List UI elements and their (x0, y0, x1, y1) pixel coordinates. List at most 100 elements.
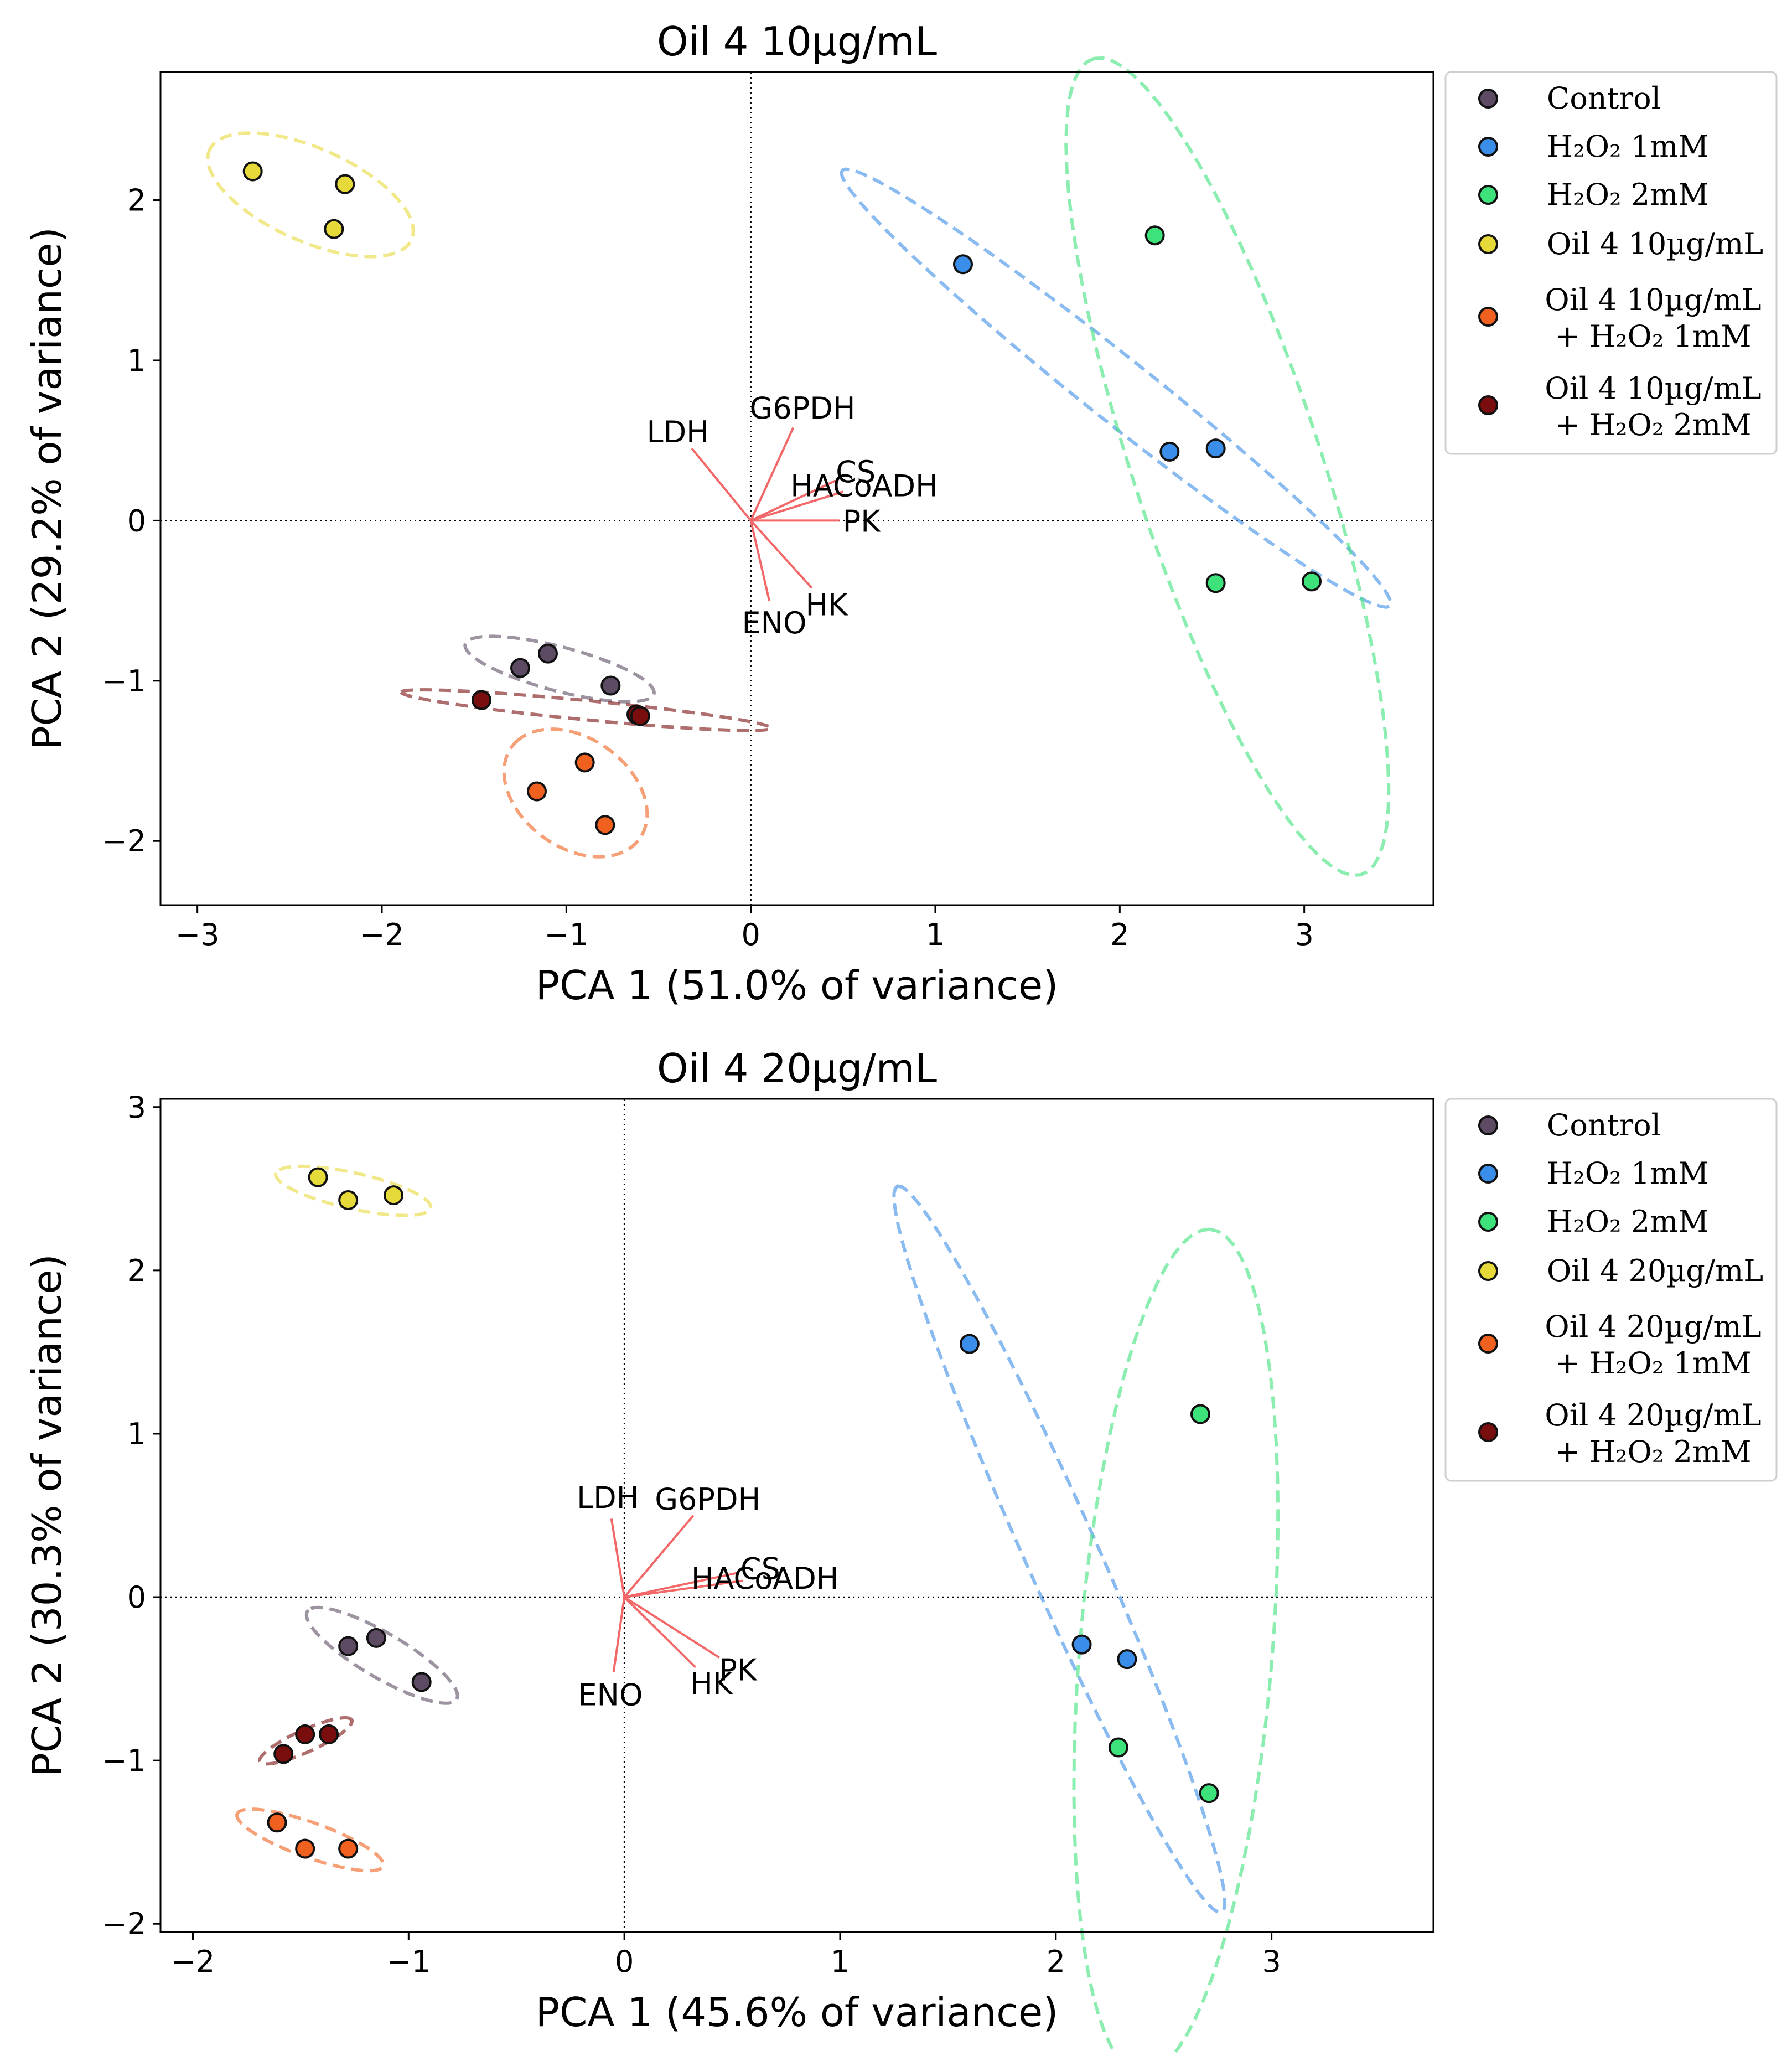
data-point-4-2 (338, 1838, 359, 1859)
x-tick-label: −1 (387, 1944, 431, 1979)
loading-label-cs: CS (836, 454, 876, 489)
legend-label-4-line2: + H₂O₂ 1mM (1555, 319, 1751, 354)
legend-label-4: Oil 4 20µg/mL (1545, 1309, 1761, 1344)
loading-label-eno: ENO (578, 1677, 643, 1712)
data-point-3-2 (324, 219, 344, 239)
data-point-2-1 (1108, 1737, 1128, 1758)
pca-chart-oil4-10: Oil 4 10µg/mL LDH G6PDH CS HACoADH PK HK ENO −3 −… (0, 0, 1792, 1027)
data-point-4-2 (595, 815, 615, 835)
loading-label-pk: PK (719, 1653, 758, 1688)
loading-vector-hk (623, 1596, 697, 1668)
legend-marker-0 (1478, 89, 1498, 109)
legend-marker-5 (1478, 1422, 1498, 1442)
legend-label-5: Oil 4 10µg/mL (1545, 371, 1761, 406)
data-point-0-1 (366, 1628, 386, 1648)
data-point-0-0 (510, 658, 530, 678)
y-tick-label: −2 (102, 824, 146, 859)
legend-marker-3 (1478, 1261, 1498, 1281)
confidence-ellipse-3 (206, 131, 415, 259)
loading-label-eno: ENO (742, 606, 806, 640)
x-tick-label: 2 (1110, 917, 1129, 952)
y-tick-label: 3 (127, 1090, 146, 1125)
confidence-ellipse-2 (1064, 56, 1391, 877)
legend-box (1444, 1098, 1778, 1482)
loading-vector-g6pdh (623, 1515, 695, 1598)
legend-label-0: Control (1547, 1108, 1661, 1143)
loading-vector-hacoadh (624, 1579, 743, 1599)
legend-label-4: Oil 4 10µg/mL (1545, 282, 1761, 317)
loading-label-g6pdh: G6PDH (655, 1482, 760, 1517)
legend-marker-4 (1478, 1334, 1498, 1354)
plot-frame (159, 71, 1434, 906)
loading-vector-g6pdh (749, 427, 795, 521)
data-point-3-0 (308, 1167, 328, 1187)
chart-title: Oil 4 10µg/mL (657, 18, 937, 65)
data-point-1-1 (1159, 441, 1180, 462)
loading-vector-hacoadh (750, 490, 843, 522)
loading-vector-hk (750, 520, 813, 589)
loading-label-cs: CS (740, 1551, 780, 1586)
data-point-2-2 (1199, 1783, 1219, 1804)
confidence-ellipse-0 (463, 634, 656, 704)
data-point-3-2 (384, 1185, 404, 1206)
data-point-3-1 (335, 174, 355, 194)
confidence-ellipse-4 (235, 1807, 385, 1873)
data-point-2-2 (1302, 571, 1322, 592)
y-tick-label: 2 (127, 1253, 146, 1288)
legend-label-2: H₂O₂ 2mM (1547, 177, 1709, 212)
data-point-2-0 (1144, 225, 1165, 246)
loading-vector-ldh (691, 447, 752, 521)
legend-label-3: Oil 4 20µg/mL (1547, 1253, 1763, 1288)
x-axis-label: PCA 1 (51.0% of variance) (536, 962, 1059, 1009)
loading-vector-cs (624, 1571, 739, 1599)
data-point-5-2 (630, 706, 650, 726)
pca-chart-oil4-20: Oil 4 20µg/mL LDH G6PDH CS HACoADH PK HK ENO −2−… (0, 1027, 1792, 2056)
x-tick-label: 2 (1047, 1944, 1065, 1979)
data-point-1-0 (953, 254, 973, 275)
data-point-5-0 (472, 690, 491, 710)
data-point-5-0 (273, 1744, 294, 1764)
x-tick-label: −2 (171, 1944, 215, 1979)
data-point-3-0 (242, 161, 263, 182)
data-point-2-0 (1190, 1404, 1210, 1424)
loading-label-ldh: LDH (647, 415, 709, 450)
data-point-0-1 (538, 643, 558, 664)
x-tick-label: −2 (360, 917, 404, 952)
x-axis-label: PCA 1 (45.6% of variance) (536, 1989, 1059, 2036)
y-tick-label: 2 (127, 183, 146, 218)
data-point-1-1 (1071, 1634, 1092, 1655)
data-point-1-2 (1205, 438, 1226, 459)
y-tick-label: 1 (127, 1417, 146, 1451)
x-tick-label: 1 (926, 917, 945, 952)
loading-label-pk: PK (843, 504, 882, 539)
data-point-1-0 (959, 1334, 980, 1354)
loading-vector-eno (612, 1597, 626, 1673)
confidence-ellipse-0 (304, 1605, 459, 1705)
confidence-ellipse-1 (840, 167, 1393, 609)
loading-label-hk: HK (805, 588, 848, 623)
x-tick-label: 0 (741, 917, 760, 952)
legend-box (1444, 71, 1778, 455)
y-axis-label: PCA 2 (29.2% of variance) (24, 227, 70, 750)
x-tick-label: 1 (831, 1944, 850, 1979)
loading-label-g6pdh: G6PDH (749, 391, 855, 426)
data-point-4-1 (295, 1838, 315, 1859)
loading-vector-pk (624, 1596, 720, 1659)
legend-label-1: H₂O₂ 1mM (1547, 129, 1709, 164)
legend-marker-3 (1478, 234, 1498, 254)
data-point-0-2 (600, 675, 621, 696)
loading-label-hacoadh: HACoADH (691, 1561, 838, 1596)
legend-label-0: Control (1547, 81, 1661, 116)
data-point-0-2 (411, 1672, 432, 1692)
y-tick-label: 0 (127, 503, 146, 538)
legend-marker-1 (1478, 1164, 1498, 1184)
legend-label-3: Oil 4 10µg/mL (1547, 226, 1763, 261)
data-point-5-2 (319, 1724, 339, 1744)
y-axis-label: PCA 2 (30.3% of variance) (24, 1254, 70, 1777)
confidence-ellipse-3 (274, 1164, 433, 1217)
data-point-4-1 (574, 752, 595, 773)
legend-label-5-line2: + H₂O₂ 2mM (1555, 1434, 1751, 1469)
y-tick-label: −1 (102, 664, 146, 699)
legend-marker-1 (1478, 137, 1498, 157)
